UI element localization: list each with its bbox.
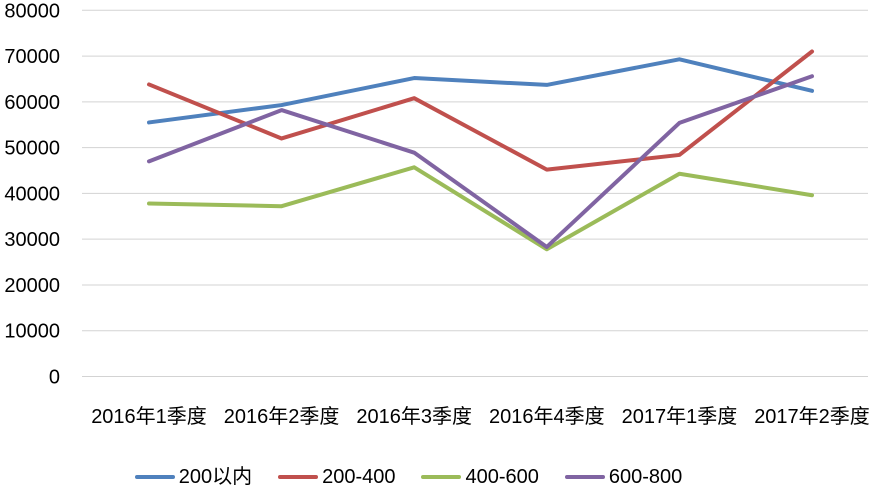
series-line-2 xyxy=(147,165,814,252)
y-axis-tick-label: 20000 xyxy=(4,275,60,297)
legend-line-marker xyxy=(134,475,175,479)
chart-legend: 200以内 200-400 400-600 600-800 xyxy=(0,463,844,490)
plot-area: 0 10000 20000 30000 40000 50000 60000 70000 8000… xyxy=(4,0,870,428)
x-axis-category-label: 2016年2季度 xyxy=(224,405,340,428)
series-line-1 xyxy=(147,49,814,172)
x-axis-category-label: 2016年3季度 xyxy=(356,405,472,428)
y-axis-tick-label: 50000 xyxy=(4,138,60,160)
legend-item-2: 400-600 xyxy=(421,466,539,488)
legend-label: 200-400 xyxy=(322,466,396,488)
legend-item-1: 200-400 xyxy=(278,467,395,487)
y-axis-tick-label: 40000 xyxy=(4,183,60,205)
series-line-3 xyxy=(147,74,814,249)
legend-label: 600-800 xyxy=(608,466,683,488)
legend-item-3: 600-800 xyxy=(564,466,683,488)
y-axis-tick-label: 30000 xyxy=(4,229,60,251)
y-axis-tick-label: 10000 xyxy=(4,321,60,343)
y-axis-tick-label: 80000 xyxy=(4,0,60,22)
x-axis-category-label: 2017年1季度 xyxy=(622,405,738,428)
legend-label: 400-600 xyxy=(465,466,539,488)
legend-line-marker xyxy=(421,475,462,479)
x-axis-category-label: 2016年4季度 xyxy=(489,405,605,428)
x-axis-category-label: 2017年2季度 xyxy=(754,405,870,428)
legend-line-marker xyxy=(278,475,319,479)
legend-line-marker xyxy=(564,475,605,479)
legend-item-0: 200以内 xyxy=(134,466,253,488)
y-axis-tick-label: 70000 xyxy=(4,46,60,68)
y-axis-tick-label: 0 xyxy=(49,367,60,389)
y-axis-tick-label: 60000 xyxy=(4,92,60,114)
legend-label: 200以内 xyxy=(178,466,253,488)
x-axis-category-label: 2016年1季度 xyxy=(91,405,207,428)
series-line-0 xyxy=(147,57,814,125)
